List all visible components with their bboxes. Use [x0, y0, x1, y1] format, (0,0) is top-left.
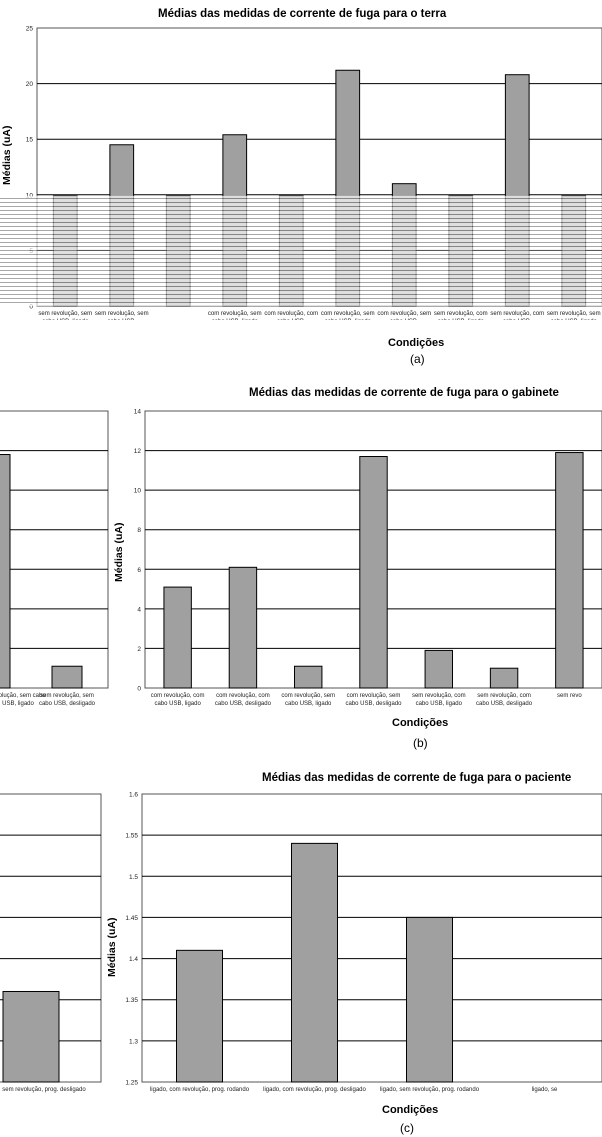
- chart-b-panel-letter: (b): [413, 736, 428, 750]
- chart-c-bar: [291, 842, 338, 1083]
- chart-b-bar: [555, 452, 584, 689]
- chart-b-category-label: com revolução, com cabo USB, ligado: [151, 693, 205, 707]
- chart-b-bar: [359, 456, 388, 689]
- chart-c-bar: [176, 949, 223, 1083]
- chart-c-ytick-label: 1.35: [125, 997, 138, 1004]
- chart-c-ytick-label: 1.25: [125, 1080, 138, 1087]
- chart-b-title: Médias das medidas de corrente de fuga p…: [249, 387, 559, 399]
- chart-c-title: Médias das medidas de corrente de fuga p…: [262, 772, 572, 784]
- chart-c-ytick-label: 1.3: [129, 1038, 138, 1045]
- chart-c-plot: 1.25 1.3 1.35 1.4 1.45 1.5 1.55 1.6 ligado, com …: [0, 792, 602, 1093]
- chart-a-ytick-label: 10: [26, 192, 34, 199]
- chart-c-left-fragment-category-label: sem revolução, prog. desligado: [2, 1087, 86, 1093]
- chart-b-ytick-label: 8: [137, 527, 141, 534]
- chart-c-left-fragment-bar: [2, 990, 60, 1083]
- chart-b-category-label: com revolução, sem cabo USB, desligado: [345, 693, 402, 707]
- chart-a-ytick-label: 25: [26, 26, 34, 33]
- chart-c-category-label: ligado, se: [532, 1087, 558, 1093]
- chart-c-category-label: ligado, com revolução, prog. rodando: [150, 1087, 250, 1093]
- chart-b-ytick-label: 6: [137, 567, 141, 574]
- chart-b-plot: 0 2 4 6 8 10 12 14 com revolução, com cabo USB, l…: [0, 409, 602, 707]
- chart-c-ytick-label: 1.45: [125, 915, 138, 922]
- chart-b-ytick-label: 4: [137, 606, 141, 613]
- chart-b-bar: [489, 667, 519, 689]
- chart-c-category-label: ligado, sem revolução, prog. rodando: [380, 1087, 480, 1093]
- chart-c-panel-letter: (c): [400, 1121, 414, 1135]
- chart-a-panel-letter: (a): [410, 352, 425, 366]
- chart-b-category-label: com revolução, sem cabo USB, ligado: [281, 693, 335, 707]
- chart-c-xlabel: Condições: [382, 1104, 439, 1116]
- chart-a-title: Médias das medidas de corrente de fuga p…: [158, 8, 447, 20]
- chart-a-noise-band: [0, 195, 602, 306]
- chart-b-category-label: sem revolução, com cabo USB, desligado: [476, 693, 533, 707]
- chart-b-left-fragment-category-label: sem revolução, sem cabo USB, desligado: [39, 693, 96, 707]
- chart-c-ytick-label: 1.4: [129, 956, 138, 963]
- chart-b-ytick-label: 0: [137, 686, 141, 693]
- chart-b-category-label: com revolução, com cabo USB, desligado: [215, 693, 272, 707]
- chart-c-bar: [406, 916, 453, 1083]
- chart-a-xlabel: Condições: [388, 337, 445, 349]
- chart-b-xlabel: Condições: [392, 717, 449, 729]
- chart-b-left-fragment-bar: [51, 665, 83, 689]
- chart-c-ytick-label: 1.55: [125, 833, 138, 840]
- chart-b-bar: [228, 566, 258, 689]
- chart-b-bar: [163, 586, 192, 689]
- chart-a-ytick-label: 15: [26, 137, 34, 144]
- chart-c-category-label: ligado, com revolução, prog. desligado: [263, 1087, 366, 1093]
- chart-b-left-fragment-bar: [0, 454, 11, 689]
- chart-a-ytick-label: 20: [26, 81, 34, 88]
- chart-a-ytick-label: 0: [29, 304, 33, 311]
- chart-c-ytick-label: 1.6: [129, 792, 138, 799]
- chart-b-ytick-label: 12: [134, 448, 142, 455]
- chart-b-bar: [294, 665, 323, 689]
- chart-b-ytick-label: 14: [134, 409, 142, 416]
- chart-b-bar: [424, 649, 453, 689]
- chart-b-ytick-label: 2: [137, 646, 141, 653]
- chart-b-ytick-label: 10: [134, 488, 142, 495]
- chart-b-left-fragment-area: [0, 410, 109, 689]
- chart-b-category-label: sem revolução, com cabo USB, ligado: [412, 693, 466, 707]
- chart-c-ytick-label: 1.5: [129, 874, 138, 881]
- chart-b-category-label: sem revo: [557, 693, 582, 699]
